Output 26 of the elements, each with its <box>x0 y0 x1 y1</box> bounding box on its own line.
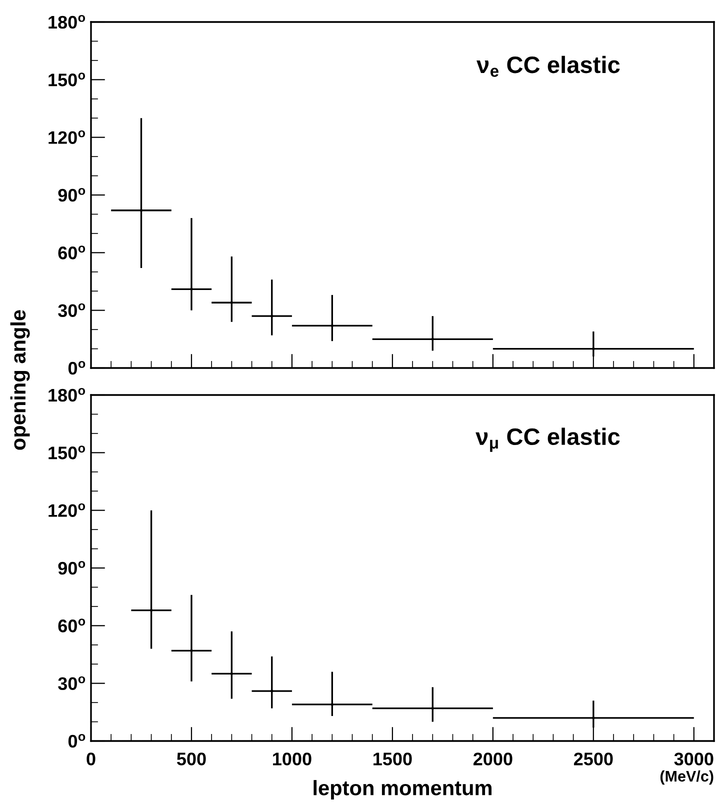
x-tick-label: 1500 <box>374 752 412 766</box>
y-axis-title: opening angle <box>10 310 30 450</box>
text: (MeV/c) <box>660 770 714 785</box>
y-tick-label: 150$^{o}$ <box>48 72 86 86</box>
y-tick-label: 180$^{o}$ <box>48 15 86 29</box>
annotation: ν$_{μ}$ CC elastic <box>476 428 620 452</box>
y-tick-label: 60$^{o}$ <box>58 246 86 260</box>
y-tick-label: 30$^{o}$ <box>58 303 86 318</box>
y-tick-label: 120$^{o}$ <box>48 130 86 144</box>
y-tick-label: 60$^{o}$ <box>58 618 86 632</box>
x-tick-label: 2000 <box>473 752 512 766</box>
y-tick-label: 0$^{o}$ <box>68 361 86 375</box>
x-tick-label: 1000 <box>273 752 312 766</box>
y-tick-label: 0$^{o}$ <box>68 734 86 748</box>
x-tick-label: 500 <box>176 752 206 766</box>
annotation: ν$_{e}$ CC elastic <box>476 56 620 77</box>
x-axis-title: lepton momentum <box>314 780 492 800</box>
y-tick-label: 150$^{o}$ <box>48 446 86 460</box>
x-tick-label: 3000 <box>674 752 714 766</box>
y-tick-label: 120$^{o}$ <box>48 503 86 517</box>
x-tick-label: 0 <box>86 752 96 766</box>
y-tick-label: 90$^{o}$ <box>58 561 86 575</box>
x-tick-label: 2500 <box>574 752 613 766</box>
y-tick-label: 30$^{o}$ <box>58 676 86 690</box>
y-tick-label: 180$^{o}$ <box>48 388 86 402</box>
y-tick-label: 90$^{o}$ <box>58 188 86 202</box>
